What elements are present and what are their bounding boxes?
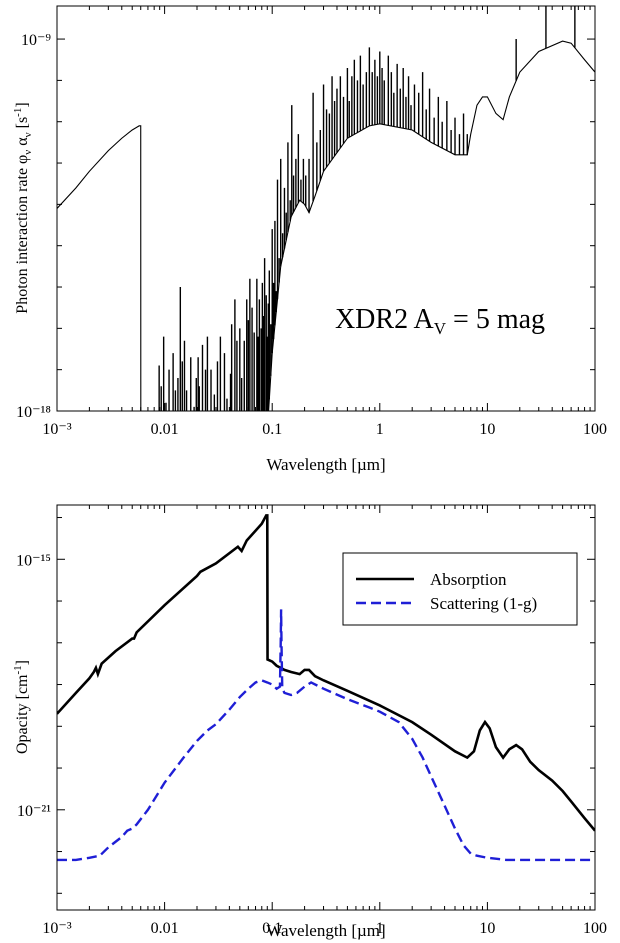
bottom-panel-ticks: 10⁻³ 0.01 0.1 1 10 100 10⁻¹⁵ 10⁻²¹ <box>16 505 607 937</box>
x-tick-label: 10⁻³ <box>42 920 71 937</box>
y-tick-label: 10⁻²¹ <box>17 803 51 820</box>
legend: Absorption Scattering (1-g) <box>342 552 578 626</box>
x-tick-label: 10 <box>479 421 495 438</box>
x-tick-label: 100 <box>583 920 607 937</box>
y-tick-label: 10⁻¹⁸ <box>16 404 51 421</box>
bottom-panel-y-axis-label: Opacity [cm-1] <box>12 660 31 754</box>
top-panel-ticks: 10⁻³ 0.01 0.1 1 10 100 10⁻¹⁸ 10⁻⁹ <box>16 6 607 438</box>
y-tick-label: 10⁻⁹ <box>21 32 51 49</box>
bottom-panel-x-axis-label: Wavelength [µm] <box>266 921 385 940</box>
x-tick-label: 1 <box>376 421 384 438</box>
x-tick-label: 10⁻³ <box>42 421 71 438</box>
top-panel-spectral-lines <box>158 6 576 411</box>
top-panel-y-axis-label: Photon interaction rate φν αν [s-1] <box>12 102 34 313</box>
legend-absorption-label: Absorption <box>430 570 507 589</box>
x-tick-label: 0.01 <box>151 920 179 937</box>
bottom-panel-frame <box>56 504 596 911</box>
bottom-panel: 10⁻³ 0.01 0.1 1 10 100 10⁻¹⁵ 10⁻²¹ Wavelength [… <box>12 504 607 940</box>
top-panel-continuum-line <box>57 40 595 411</box>
top-panel-annotation: XDR2 AV = 5 mag <box>335 304 545 338</box>
x-tick-label: 10 <box>479 920 495 937</box>
y-tick-label: 10⁻¹⁵ <box>16 552 51 569</box>
top-panel: 10⁻³ 0.01 0.1 1 10 100 10⁻¹⁸ 10⁻⁹ XDR2 AV = 5 m… <box>12 5 607 474</box>
x-tick-label: 0.01 <box>151 421 179 438</box>
x-tick-label: 0.1 <box>262 920 282 937</box>
scattering-line <box>57 609 595 862</box>
top-panel-x-axis-label: Wavelength [µm] <box>266 455 385 474</box>
top-panel-frame <box>56 5 596 412</box>
legend-scattering-label: Scattering (1-g) <box>430 594 537 613</box>
absorption-line <box>57 514 595 832</box>
x-tick-label: 1 <box>376 920 384 937</box>
x-tick-label: 0.1 <box>262 421 282 438</box>
legend-box <box>342 552 578 626</box>
x-tick-label: 100 <box>583 421 607 438</box>
